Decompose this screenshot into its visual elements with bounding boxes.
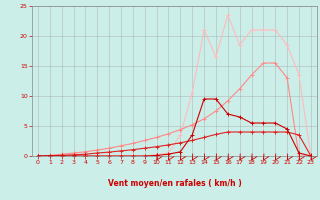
X-axis label: Vent moyen/en rafales ( km/h ): Vent moyen/en rafales ( km/h ) bbox=[108, 179, 241, 188]
